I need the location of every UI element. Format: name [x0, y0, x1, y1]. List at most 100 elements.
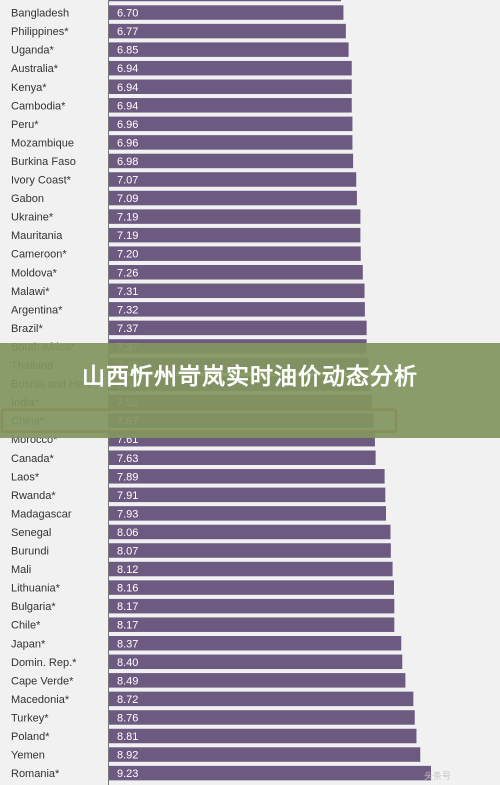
value-label: 7.26 [117, 267, 138, 279]
category-label: Argentina* [11, 304, 63, 316]
bar [109, 23, 346, 39]
value-label: 6.63 [117, 0, 138, 1]
bar [109, 450, 376, 465]
bar [109, 302, 365, 317]
value-label: 8.92 [117, 750, 138, 762]
category-label: Laos* [11, 471, 40, 483]
category-label: Uganda* [11, 45, 55, 57]
banner-title: 山西忻州岢岚实时油价动态分析 [82, 364, 418, 390]
category-label: Romania* [11, 768, 60, 780]
category-label: Yemen [11, 750, 45, 762]
value-label: 7.31 [117, 286, 138, 298]
category-label: Brazil* [11, 323, 44, 335]
value-label: 7.07 [117, 175, 138, 187]
bar [109, 172, 357, 187]
value-label: 6.94 [117, 63, 138, 75]
bar [109, 673, 406, 688]
category-label: Philippines* [11, 26, 69, 38]
bar [109, 654, 403, 670]
category-label: Turkey* [11, 712, 49, 724]
value-label: 7.93 [117, 508, 138, 520]
value-label: 8.07 [117, 546, 138, 558]
bar [109, 469, 385, 484]
category-label: Cameroon* [11, 249, 67, 261]
bar [109, 265, 363, 280]
bar [109, 580, 394, 595]
category-label: Poland* [11, 731, 50, 743]
category-label: Macedonia* [11, 694, 70, 706]
value-label: 8.17 [117, 601, 138, 613]
value-label: 6.77 [117, 26, 138, 38]
value-label: 8.16 [117, 583, 138, 595]
category-label: Malawi* [11, 286, 50, 298]
category-label: Australia* [11, 63, 59, 75]
category-label: Mozambique [11, 137, 74, 149]
bar [109, 543, 391, 558]
value-label: 7.91 [117, 490, 138, 502]
category-label: Chile* [11, 620, 41, 632]
bar [109, 728, 417, 744]
bar [109, 42, 349, 57]
value-label: 7.09 [117, 193, 138, 205]
category-label: Moldova* [11, 267, 58, 279]
value-label: 8.37 [117, 638, 138, 650]
value-label: 7.37 [117, 323, 138, 335]
value-label: 9.23 [117, 768, 138, 780]
bar [109, 116, 353, 132]
bar [109, 153, 354, 169]
bar [109, 79, 352, 94]
bar [109, 765, 431, 781]
value-label: 6.94 [117, 100, 138, 112]
bar [109, 5, 344, 20]
value-label: 6.85 [117, 45, 138, 57]
category-label: Gabon [11, 193, 44, 205]
bar [109, 710, 415, 725]
bar [109, 747, 421, 762]
category-label: Mauritania [11, 230, 63, 242]
category-label: Madagascar [11, 508, 72, 520]
category-label: Mali [11, 564, 31, 576]
category-label: Burkina Faso [11, 156, 76, 168]
value-label: 8.72 [117, 694, 138, 706]
bar [109, 190, 357, 206]
bar [109, 524, 391, 540]
value-label: 8.81 [117, 731, 138, 743]
category-label: Cambodia* [11, 100, 66, 112]
category-label: Canada* [11, 453, 55, 465]
category-label: Ghana* [11, 0, 49, 1]
value-label: 7.19 [117, 230, 138, 242]
value-label: 6.96 [117, 119, 138, 131]
category-label: Rwanda* [11, 490, 56, 502]
bar [109, 636, 402, 651]
category-label: Peru* [11, 119, 39, 131]
category-label: Ukraine* [11, 212, 54, 224]
bar [109, 320, 367, 336]
title-banner: 山西忻州岢岚实时油价动态分析 [0, 343, 500, 438]
bar [109, 60, 352, 76]
category-label: Bangladesh [11, 8, 69, 20]
value-label: 7.20 [117, 249, 138, 261]
value-label: 6.70 [117, 8, 138, 20]
category-label: Lithuania* [11, 583, 61, 595]
bar [109, 0, 341, 2]
value-label: 6.98 [117, 156, 138, 168]
value-label: 7.63 [117, 453, 138, 465]
value-label: 7.89 [117, 471, 138, 483]
value-label: 8.06 [117, 527, 138, 539]
value-label: 7.19 [117, 212, 138, 224]
value-label: 6.94 [117, 82, 138, 94]
bar [109, 691, 414, 707]
value-label: 8.76 [117, 712, 138, 724]
category-label: Burundi [11, 546, 49, 558]
category-label: Ivory Coast* [11, 175, 72, 187]
bar [109, 135, 353, 150]
bar [109, 283, 365, 299]
value-label: 8.49 [117, 675, 138, 687]
bar [109, 487, 386, 503]
bar [109, 598, 395, 614]
category-label: Bulgaria* [11, 601, 56, 613]
bar [109, 246, 361, 261]
bar [109, 209, 361, 224]
bar [109, 617, 395, 632]
category-label: Domin. Rep.* [11, 657, 77, 669]
